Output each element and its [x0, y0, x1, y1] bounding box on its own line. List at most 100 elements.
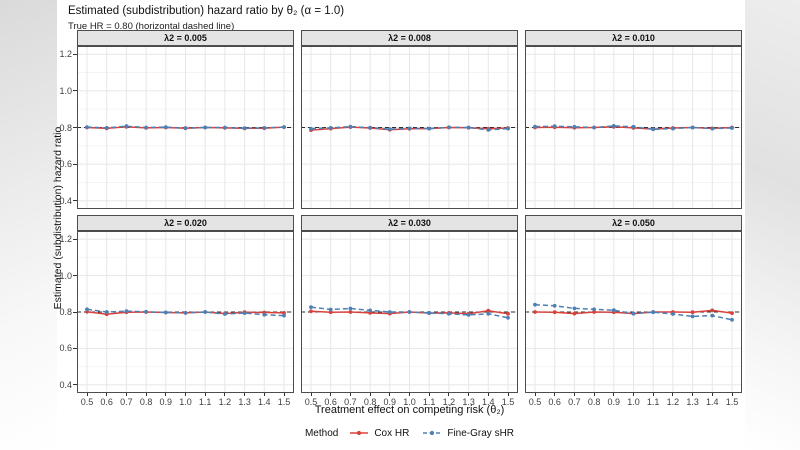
y-tick-label: 1.0: [59, 85, 72, 96]
x-tick-mark: [468, 393, 470, 396]
y-tick-label: 0.4: [59, 379, 72, 390]
y-tick-label: 0.6: [59, 343, 72, 354]
legend-item-cox-hr: Cox HR: [348, 427, 409, 439]
x-tick-label: 1.1: [198, 397, 212, 407]
y-tick-mark: [73, 347, 77, 349]
x-tick-mark: [507, 393, 509, 396]
x-tick-mark: [369, 393, 371, 396]
legend: Method Cox HR Fine-Gray sHR: [77, 427, 742, 439]
y-tick-mark: [73, 384, 77, 386]
x-tick-mark: [711, 393, 713, 396]
x-tick-label: 1.2: [666, 397, 680, 407]
x-tick-mark: [487, 393, 489, 396]
x-tick-label: 0.8: [139, 397, 153, 407]
x-tick-label: 1.4: [258, 397, 271, 407]
facet-strip: λ2 = 0.030: [301, 215, 518, 231]
legend-title: Method: [304, 427, 339, 439]
facet-strip: λ2 = 0.050: [525, 215, 742, 231]
x-tick-label: 0.8: [587, 397, 601, 407]
x-tick-label: 0.9: [607, 397, 621, 407]
legend-key-fine-gray-shr: [423, 430, 442, 436]
x-tick-mark: [633, 393, 634, 396]
x-tick-label: 0.8: [363, 397, 377, 407]
y-tick-label: 0.4: [59, 195, 72, 206]
y-tick-label: 1.2: [59, 234, 72, 245]
x-tick-label: 0.7: [344, 397, 357, 407]
facet-strip-label: λ2 = 0.030: [388, 218, 431, 228]
x-tick-mark: [165, 393, 167, 396]
facet-strip: λ2 = 0.020: [77, 215, 294, 231]
legend-entries: Cox HR Fine-Gray sHR: [348, 427, 514, 439]
facet-panel: [77, 46, 294, 209]
y-tick-mark: [73, 90, 77, 92]
x-tick-label: 0.6: [324, 397, 337, 407]
x-tick-mark: [263, 393, 265, 396]
facet-strip: λ2 = 0.005: [77, 30, 294, 46]
x-tick-mark: [125, 393, 127, 396]
y-tick-label: 0.8: [59, 307, 72, 317]
x-tick-mark: [283, 393, 285, 396]
x-tick-label: 0.7: [568, 397, 581, 407]
chart-title: Estimated (subdistribution) hazard ratio…: [68, 5, 345, 17]
x-tick-label: 0.5: [304, 397, 318, 407]
x-tick-label: 0.9: [159, 397, 173, 407]
facet-panel: [301, 46, 518, 209]
x-tick-mark: [204, 393, 206, 396]
x-tick-label: 1.5: [725, 397, 739, 407]
legend-label: Fine-Gray sHR: [447, 427, 515, 439]
y-tick-label: 0.6: [59, 159, 72, 170]
x-tick-mark: [652, 393, 654, 396]
x-tick-label: 1.0: [627, 397, 640, 407]
legend-key-cox-hr: [350, 430, 369, 436]
facet-strip: λ2 = 0.010: [525, 30, 742, 46]
x-tick-label: 1.2: [218, 397, 232, 407]
x-tick-mark: [593, 393, 595, 396]
x-tick-mark: [409, 393, 410, 396]
x-tick-mark: [244, 393, 246, 396]
x-tick-mark: [224, 393, 226, 396]
x-tick-mark: [692, 393, 694, 396]
x-tick-label: 1.3: [686, 397, 699, 407]
x-tick-mark: [330, 393, 332, 396]
x-tick-mark: [613, 393, 615, 396]
y-tick-mark: [73, 311, 77, 313]
facet-panel: [525, 46, 742, 209]
x-tick-mark: [428, 393, 430, 396]
facet-strip-label: λ2 = 0.020: [164, 218, 207, 228]
facet-panel: [301, 231, 518, 393]
y-tick-label: 0.8: [59, 122, 72, 133]
legend-label: Cox HR: [374, 427, 410, 439]
x-tick-label: 1.5: [277, 397, 291, 407]
x-tick-label: 1.5: [501, 397, 515, 407]
x-tick-mark: [731, 393, 733, 396]
facet-strip-label: λ2 = 0.050: [612, 218, 655, 228]
y-tick-mark: [73, 127, 77, 128]
x-tick-label: 1.3: [462, 397, 475, 407]
x-tick-mark: [573, 393, 575, 396]
x-tick-label: 1.0: [403, 397, 416, 407]
facet-strip-label: λ2 = 0.010: [612, 33, 655, 43]
y-tick-label: 1.2: [59, 49, 72, 60]
x-tick-mark: [349, 393, 351, 396]
facet-strip-label: λ2 = 0.005: [164, 33, 207, 43]
x-tick-label: 0.5: [528, 397, 542, 407]
facet-panel: [77, 231, 294, 393]
x-tick-mark: [310, 393, 312, 396]
y-tick-mark: [73, 53, 77, 55]
x-tick-label: 1.2: [442, 397, 456, 407]
x-tick-label: 1.4: [706, 397, 719, 407]
x-tick-label: 0.6: [548, 397, 561, 407]
x-tick-mark: [672, 393, 674, 396]
y-tick-mark: [73, 238, 77, 240]
y-tick-mark: [73, 275, 77, 277]
y-axis-title: Estimated (subdistribution) hazard ratio: [52, 126, 64, 310]
x-tick-label: 1.0: [179, 397, 192, 407]
x-tick-mark: [389, 393, 391, 396]
chart-subtitle: True HR = 0.80 (horizontal dashed line): [68, 21, 235, 32]
background-gradient-right: [745, 0, 800, 450]
x-tick-mark: [554, 393, 556, 396]
x-tick-label: 0.5: [80, 397, 94, 407]
x-tick-label: 1.3: [238, 397, 251, 407]
x-tick-mark: [106, 393, 108, 396]
